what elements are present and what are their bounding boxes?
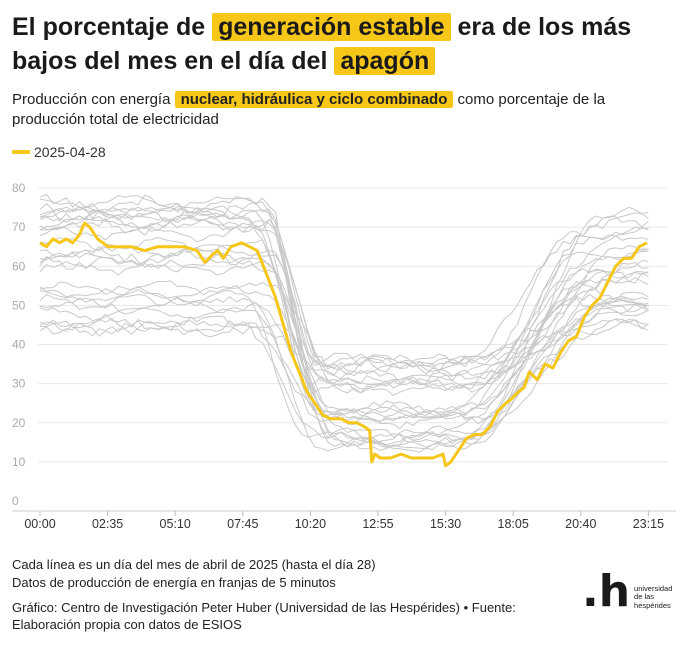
footer-note-2: Datos de producción de energía en franja… xyxy=(12,575,336,590)
day-series-line xyxy=(39,246,649,374)
university-logo: .h universidad de las hespérides xyxy=(582,570,672,614)
legend-swatch xyxy=(12,150,30,154)
chart-title: El porcentaje de generación estable era … xyxy=(12,10,682,78)
logo-line-2: de las xyxy=(634,592,655,601)
x-tick-label: 23:15 xyxy=(633,517,664,531)
y-tick-label: 40 xyxy=(12,338,26,352)
day-series-line xyxy=(39,227,649,420)
day-series-line xyxy=(39,214,649,369)
x-tick-label: 02:35 xyxy=(92,517,123,531)
x-tick-label: 07:45 xyxy=(227,517,258,531)
y-tick-label: 50 xyxy=(12,298,26,312)
background-series-layer xyxy=(39,193,649,453)
line-chart: 0 10 20 30 40 50 60 70 80 00:00 02:35 05:10 07:45 10:… xyxy=(12,181,676,531)
legend-label: 2025-04-28 xyxy=(34,144,106,160)
day-series-line xyxy=(39,217,649,376)
day-series-line xyxy=(39,289,649,394)
subtitle-text-2: como porcentaje de la producción total d… xyxy=(12,91,606,128)
x-tick-label: 00:00 xyxy=(24,517,55,531)
x-tick-label: 12:55 xyxy=(362,517,393,531)
logo-mark: .h xyxy=(582,566,631,617)
chart-subtitle: Producción con energía nuclear, hidráuli… xyxy=(12,90,682,130)
subtitle-text-1: Producción con energía xyxy=(12,91,175,108)
y-tick-label: 20 xyxy=(12,416,26,430)
day-series-line xyxy=(39,295,649,422)
chart-legend: 2025-04-28 xyxy=(12,144,106,160)
day-series-line xyxy=(39,271,649,450)
grid-layer xyxy=(38,187,668,463)
x-tick-label: 20:40 xyxy=(565,517,596,531)
y-tick-label: 80 xyxy=(12,181,26,195)
day-series-line xyxy=(39,193,649,373)
day-series-line xyxy=(39,291,649,447)
day-series-line xyxy=(39,285,649,451)
footer-note-1: Cada línea es un día del mes de abril de… xyxy=(12,557,376,572)
logo-line-3: hespérides xyxy=(634,600,671,610)
day-series-line xyxy=(39,207,649,419)
x-tick-label: 10:20 xyxy=(295,517,326,531)
day-series-line xyxy=(39,205,649,420)
y-tick-label: 0 xyxy=(12,494,19,508)
x-tick-label: 05:10 xyxy=(160,517,191,531)
title-highlight-apagon: apagón xyxy=(334,47,436,75)
title-text-2: era de los más bajos del mes en el día d… xyxy=(12,13,632,75)
day-series-line xyxy=(39,194,649,386)
logo-text: universidad de las hespérides xyxy=(634,583,673,611)
day-series-line xyxy=(39,201,649,389)
footer-credit: Gráfico: Centro de Investigación Peter H… xyxy=(12,600,516,632)
y-tick-label: 10 xyxy=(12,455,26,469)
y-tick-label: 70 xyxy=(12,220,26,234)
x-tick-label: 18:05 xyxy=(498,517,529,531)
x-tick-label: 15:30 xyxy=(430,517,461,531)
day-series-line xyxy=(39,244,649,446)
title-highlight-generacion: generación estable xyxy=(212,13,451,41)
logo-line-1: universidad xyxy=(634,583,673,593)
highlight-series-line xyxy=(39,221,648,468)
subtitle-highlight: nuclear, hidráulica y ciclo combinado xyxy=(174,91,454,108)
day-series-line xyxy=(39,248,649,453)
day-series-line xyxy=(39,226,649,369)
y-tick-label: 60 xyxy=(12,259,26,273)
title-text-1: El porcentaje de xyxy=(12,13,213,41)
axis-layer: 0 10 20 30 40 50 60 70 80 00:00 02:35 05:10 07:45 10:… xyxy=(12,181,676,531)
day-series-line xyxy=(39,293,649,443)
y-tick-label: 30 xyxy=(12,377,26,391)
highlight-series-layer xyxy=(39,221,648,468)
